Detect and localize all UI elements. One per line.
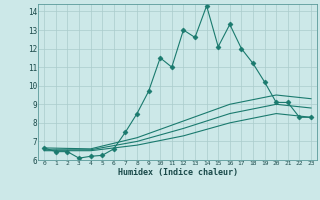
X-axis label: Humidex (Indice chaleur): Humidex (Indice chaleur): [118, 168, 238, 177]
